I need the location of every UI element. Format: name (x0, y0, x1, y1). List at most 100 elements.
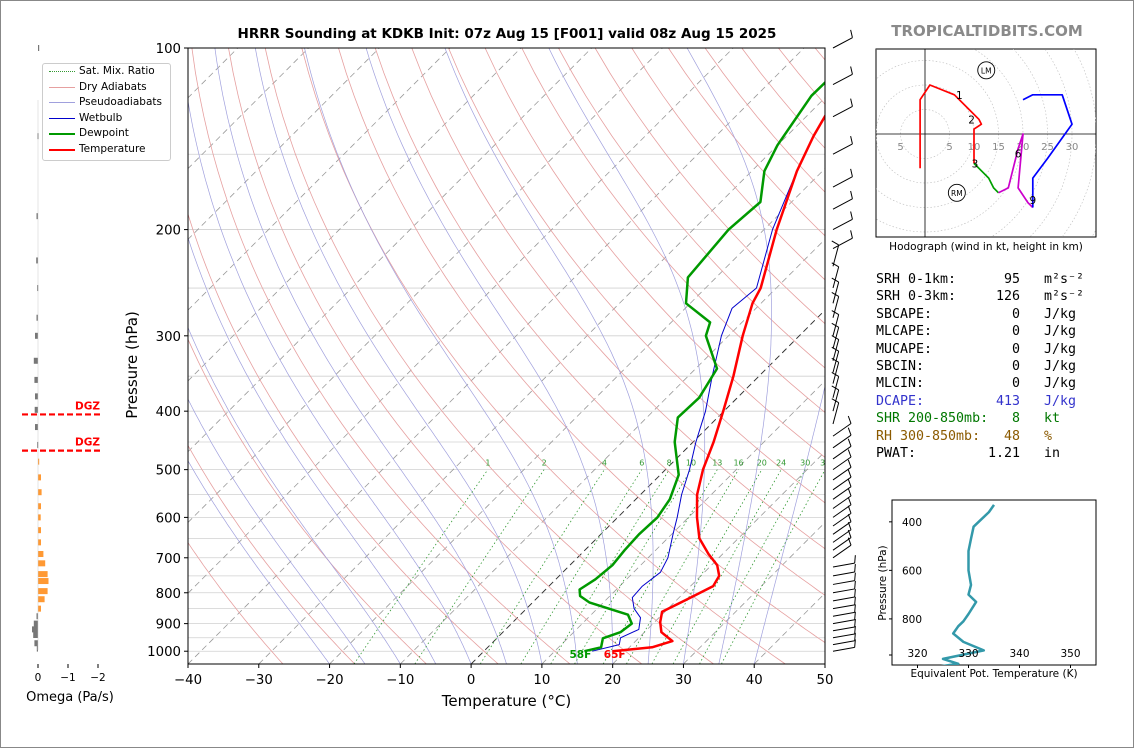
wind-barb-flag (831, 240, 839, 246)
legend-swatch (49, 86, 75, 88)
wind-barb (832, 427, 852, 449)
legend-label: Sat. Mix. Ratio (79, 65, 155, 77)
brand-watermark: TROPICALTIDBITS.COM (891, 22, 1083, 40)
wind-barb-flag (854, 596, 856, 605)
wind-barb-flag (850, 98, 853, 107)
wind-barb (832, 98, 853, 118)
theta-e-frame (891, 499, 1097, 666)
wind-barb-staff (832, 402, 840, 425)
wind-barb-staff (832, 646, 855, 652)
wind-barb-flag (847, 513, 852, 522)
theta-e-x-axis-label: Equivalent Pot. Temperature (K) (910, 668, 1078, 680)
wind-barb (831, 398, 840, 425)
wind-barb-flag (854, 572, 856, 581)
stat-row: SHR 200-850mb: 8 kt (876, 410, 1116, 427)
legend-label: Wetbulb (79, 111, 123, 124)
stat-label: MUCAPE: (876, 341, 933, 357)
legend-label: Temperature (79, 142, 146, 155)
theta-e-y-axis-label: Pressure (hPa) (877, 545, 889, 621)
omega-bar (35, 424, 38, 431)
wind-barb (832, 211, 853, 231)
hodograph-ring-label: 20 (1017, 142, 1030, 153)
dry-adiabat-line (338, 48, 825, 644)
storm-motion-label: RM (951, 189, 963, 198)
omega-bar (38, 560, 46, 567)
omega-bar (38, 489, 42, 496)
omega-bar (38, 596, 45, 603)
pseudoadiabat-line (304, 48, 578, 664)
wind-barb (832, 572, 856, 585)
wind-barb (832, 625, 856, 639)
wind-barb-staff (832, 596, 855, 602)
isotherm-line (188, 48, 734, 594)
wind-barb-flag (831, 335, 839, 340)
stat-row: SBCAPE: 0 J/kg (876, 306, 1116, 323)
wind-barb-staff (832, 604, 855, 610)
wind-barb-flag (831, 357, 839, 363)
wind-barb-staff (832, 495, 852, 509)
pseudoadiabat-line (188, 326, 401, 664)
legend-item-pseudoadiabats: Pseudoadiabats (43, 95, 170, 111)
stat-value: 8 (1011, 411, 1020, 427)
wind-barb-flag (831, 385, 839, 391)
wind-barb-staff (832, 619, 855, 625)
wind-barb (832, 449, 852, 471)
hodograph-ring-label: 25 (1041, 142, 1054, 153)
stat-label: PWAT: (876, 445, 917, 461)
isotherm-line (188, 48, 592, 453)
mixing-ratio-label: 24 (776, 459, 786, 468)
wind-barb (832, 168, 853, 188)
mixing-ratio-label: 36 (820, 459, 830, 468)
stat-label: SRH 0-1km: (876, 272, 957, 287)
dry-adiabat-line (188, 338, 427, 664)
stat-value: 126 (995, 289, 1020, 305)
wind-barb (832, 632, 856, 646)
stat-value: 48 (1003, 428, 1020, 444)
x-tick-label: 10 (533, 673, 550, 688)
dry-adiabat-line (188, 212, 499, 664)
omega-bar (36, 645, 38, 652)
legend-item-temperature: Temperature (43, 142, 170, 158)
stat-row: SRH 0-1km: 95 m²s⁻² (876, 271, 1116, 288)
y-tick-label: 400 (156, 405, 181, 420)
wind-barb (832, 497, 852, 518)
wind-barb-staff (832, 571, 855, 577)
wind-barb-staff (832, 362, 840, 384)
hodograph-height-label: 9 (1029, 195, 1036, 207)
dry-adiabat-line (558, 48, 825, 369)
wind-barb-flag (847, 522, 852, 530)
wind-barb-staff (832, 351, 840, 373)
stat-unit: J/kg (1044, 358, 1077, 374)
stat-unit: m²s⁻² (1044, 289, 1085, 305)
skewt-legend: Sat. Mix. Ratio Dry Adiabats Pseudoadiab… (42, 63, 171, 161)
wind-barb-flag (847, 449, 852, 458)
omega-axis-label: Omega (Pa/s) (26, 690, 114, 705)
dry-adiabat-line (448, 48, 825, 504)
wind-barb-flag (854, 611, 856, 620)
x-tick-label: 0 (467, 673, 475, 688)
y-tick-label: 1000 (147, 645, 181, 660)
y-tick-label: 500 (156, 464, 181, 479)
legend-label: Dry Adiabats (79, 80, 147, 93)
theta-e-plot-area (940, 504, 996, 665)
theta-e-y-tick-label: 600 (902, 565, 922, 577)
wind-barb (831, 335, 840, 361)
pseudoadiabat-line (188, 460, 330, 664)
legend-swatch (49, 148, 75, 151)
stat-row: DCAPE: 413 J/kg (876, 393, 1116, 410)
wind-barb-staff (832, 611, 855, 617)
legend-item-mixing-ratio: Sat. Mix. Ratio (43, 64, 170, 80)
omega-bar (38, 551, 44, 558)
mixing-ratio-line (550, 469, 670, 664)
wind-barb-staff (832, 198, 853, 210)
stat-row: MUCAPE: 0 J/kg (876, 341, 1116, 358)
theta-e-x-tick-label: 320 (907, 648, 927, 660)
stat-unit: in (1044, 445, 1061, 461)
mixing-ratio-line (721, 469, 825, 664)
stat-label: SBCIN: (876, 358, 925, 374)
wind-barb-flag (847, 427, 852, 436)
hodograph-ring-label: 30 (1066, 142, 1079, 153)
wind-barb-staff (832, 544, 852, 559)
mixing-ratio-label: 4 (602, 459, 607, 468)
